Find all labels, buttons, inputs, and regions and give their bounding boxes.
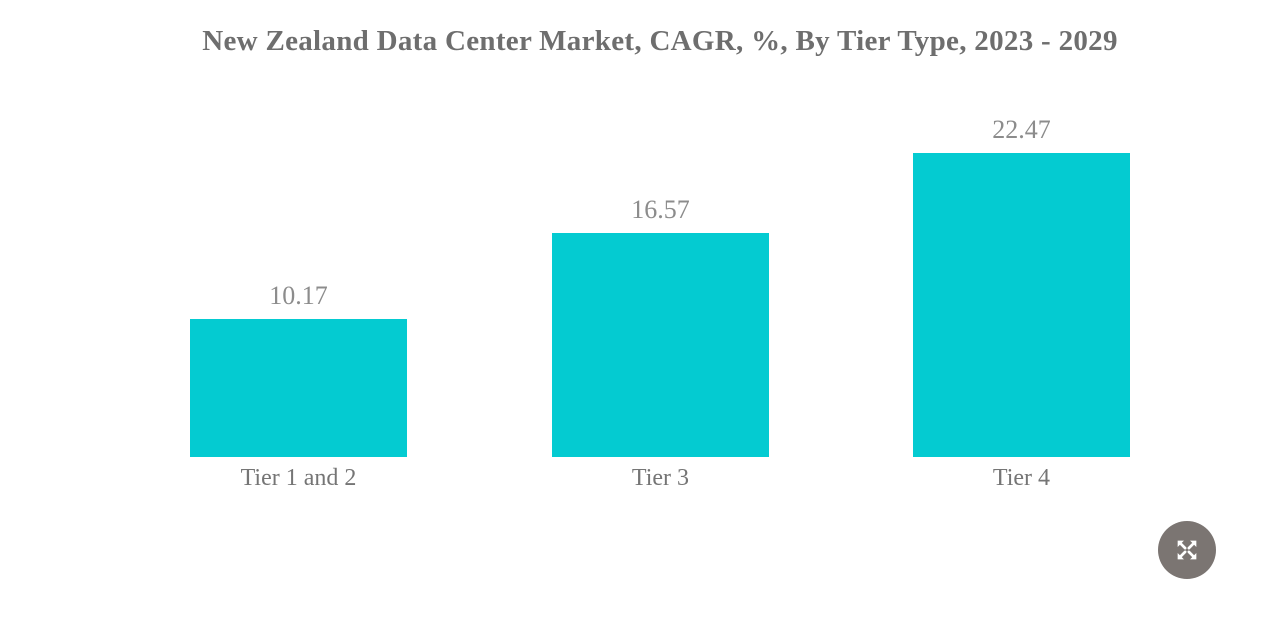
- x-axis-tick-label: Tier 4: [992, 465, 1051, 491]
- bar[interactable]: [913, 153, 1130, 457]
- bar-value-label: 16.57: [631, 195, 690, 224]
- bar-value-label: 10.17: [269, 281, 328, 310]
- x-axis-tick-label: Tier 3: [631, 465, 690, 491]
- bar-value-label: 22.47: [992, 115, 1051, 144]
- bar[interactable]: [190, 319, 407, 457]
- fullscreen-button[interactable]: [1158, 521, 1216, 579]
- x-axis-tick-label: Tier 1 and 2: [240, 465, 357, 491]
- expand-arrows-icon: [1173, 536, 1201, 564]
- bar[interactable]: [552, 233, 769, 457]
- chart-title: New Zealand Data Center Market, CAGR, %,…: [202, 25, 1118, 57]
